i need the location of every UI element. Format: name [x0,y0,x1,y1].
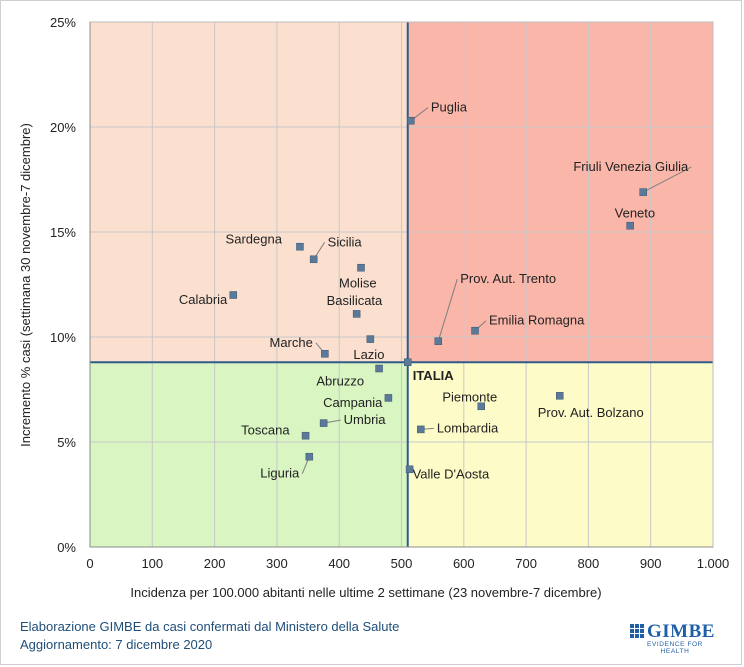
data-label: Marche [270,335,313,350]
data-label: Prov. Aut. Bolzano [538,405,644,420]
footer-line-updated: Aggiornamento: 7 dicembre 2020 [20,637,213,652]
x-axis-label: Incidenza per 100.000 abitanti nelle ult… [130,585,601,600]
x-tick-label: 500 [391,556,413,571]
data-point [555,392,564,400]
quadrant-bottom-left [90,362,408,547]
x-tick-label: 100 [141,556,163,571]
data-point [375,364,383,373]
y-tick-label: 10% [50,330,76,345]
reference-lines [90,22,713,547]
data-label: Lombardia [437,420,499,435]
data-point [321,350,329,358]
logo-wordmark: GIMBE [647,621,715,642]
data-label: Liguria [260,466,300,481]
logo-tagline: EVIDENCE FOR HEALTH [647,641,703,655]
data-point [366,335,375,343]
footer-source-note: Elaborazione GIMBE da casi confermati da… [20,618,399,654]
reference-point [403,358,412,366]
x-tick-label: 400 [328,556,350,571]
y-tick-label: 25% [50,15,76,30]
footer-line-source: Elaborazione GIMBE da casi confermati da… [20,619,400,634]
data-label: Calabria [179,292,228,307]
y-tick-label: 20% [50,120,76,135]
x-tick-label: 200 [204,556,226,571]
data-label: Sicilia [328,234,363,249]
x-tick-label: 800 [578,556,600,571]
data-point [471,326,479,335]
leader-line [642,166,692,193]
data-point [296,242,304,251]
y-tick-label: 0% [57,540,76,555]
data-label: Emilia Romagna [489,313,585,328]
data-point [626,221,634,230]
x-tick-label: 300 [266,556,288,571]
data-label: Basilicata [327,293,383,308]
x-tick-label: 900 [640,556,662,571]
data-point [352,310,361,318]
leader-line [437,279,458,342]
scatter-chart: 0 100 200 300 400 500 600 700 800 900 1.000 0% 5% 10%… [18,15,729,600]
data-label: Friuli Venezia Giulia [573,159,689,174]
data-label: Prov. Aut. Trento [460,271,556,286]
y-tick-label: 5% [57,435,76,450]
data-point [357,263,365,272]
x-tick-label: 0 [86,556,93,571]
data-label: Umbria [344,412,387,427]
x-tick-label: 1.000 [697,556,730,571]
data-point [405,465,414,474]
data-label: Toscana [241,423,290,438]
data-label: Piemonte [442,389,497,404]
data-label: Lazio [353,347,384,362]
data-label: Valle D'Aosta [413,466,490,481]
data-point [301,431,310,440]
data-point [477,402,485,411]
reference-label: ITALIA [413,368,455,383]
data-label: Campania [323,395,383,410]
tick-labels: 0 100 200 300 400 500 600 700 800 900 1.000 0% 5% 10%… [50,15,729,571]
data-point [319,419,328,427]
quadrant-top-left [90,22,408,363]
data-label: Veneto [615,206,656,221]
logo-grid-icon [630,624,644,638]
data-label: Sardegna [226,232,283,247]
data-points: Puglia Friuli Venezia Giulia Veneto Sardegn… [179,100,692,481]
axes [89,21,714,548]
data-point [305,452,314,461]
data-point [639,188,647,196]
data-label: Abruzzo [316,374,364,389]
x-tick-label: 600 [453,556,475,571]
y-tick-label: 15% [50,225,76,240]
gimbe-logo: GIMBE EVIDENCE FOR HEALTH [630,621,715,655]
x-tick-label: 700 [515,556,537,571]
data-point [407,116,415,125]
y-axis-label: Incremento % casi (settimana 30 novembre… [18,123,33,447]
data-point [229,291,238,299]
data-point [384,394,393,402]
data-label: Molise [339,276,377,291]
data-point [434,337,443,345]
data-label: Puglia [431,100,468,115]
quadrant-top-right [407,22,713,363]
data-point [309,255,318,264]
data-point [417,425,425,434]
quadrant-backgrounds [90,22,713,547]
